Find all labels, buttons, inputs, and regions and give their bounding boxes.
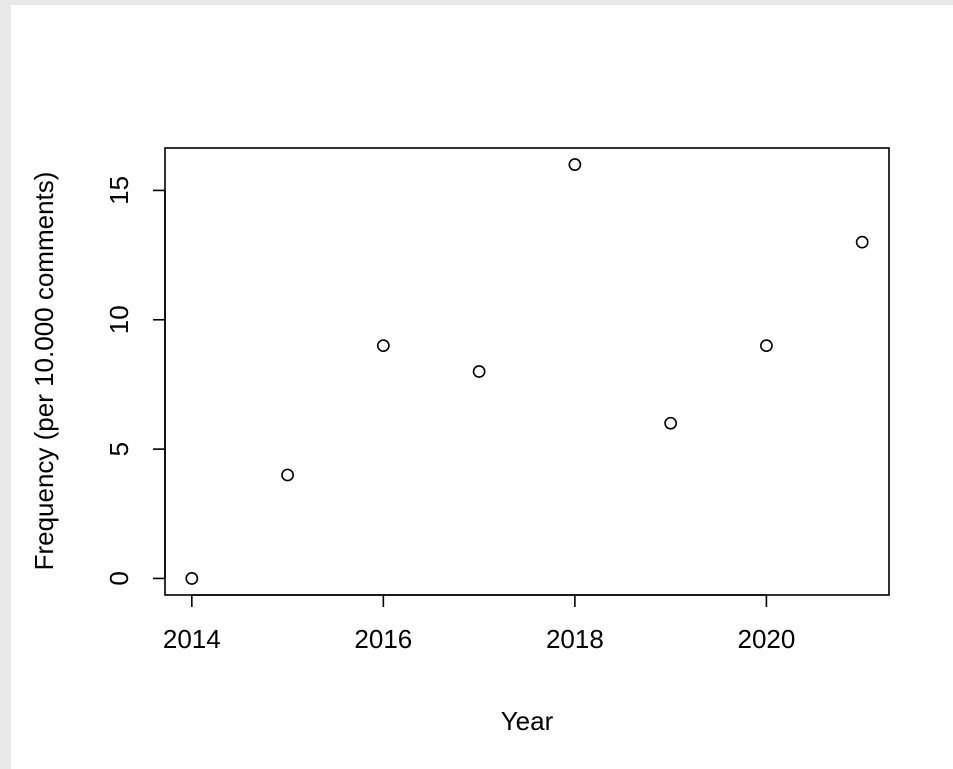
data-point-2017 — [472, 365, 486, 378]
y-tick-label-5: 5 — [104, 442, 134, 456]
x-axis-title: Year — [501, 706, 554, 736]
data-point-2016 — [376, 339, 390, 353]
y-tick-label-10: 10 — [104, 305, 134, 334]
x-axis: 2014 2016 2018 2020 — [163, 594, 795, 654]
y-axis-title: Frequency (per 10.000 comments) — [29, 172, 59, 571]
data-point-2015 — [281, 468, 294, 482]
data-point-2014 — [185, 572, 199, 585]
data-point-2018 — [568, 158, 582, 171]
x-tick-label-2020: 2020 — [737, 624, 795, 654]
y-tick-label-0: 0 — [104, 571, 134, 585]
x-tick-label-2014: 2014 — [163, 624, 221, 654]
x-tick-label-2016: 2016 — [354, 624, 412, 654]
y-tick-label-15: 15 — [104, 176, 134, 205]
scatter-chart: 2014 2016 2018 2020 0 5 10 15 Year Frequency (… — [29, 147, 890, 736]
x-tick-label-2018: 2018 — [546, 624, 604, 654]
data-point-2019 — [664, 416, 678, 430]
data-point-2021 — [855, 235, 869, 249]
plot-area-box — [164, 147, 890, 596]
data-points — [185, 158, 869, 585]
y-axis: 0 5 10 15 — [104, 176, 166, 586]
plot-frame: 2014 2016 2018 2020 0 5 10 15 Year Frequency (… — [11, 5, 953, 769]
data-point-2020 — [760, 339, 773, 353]
